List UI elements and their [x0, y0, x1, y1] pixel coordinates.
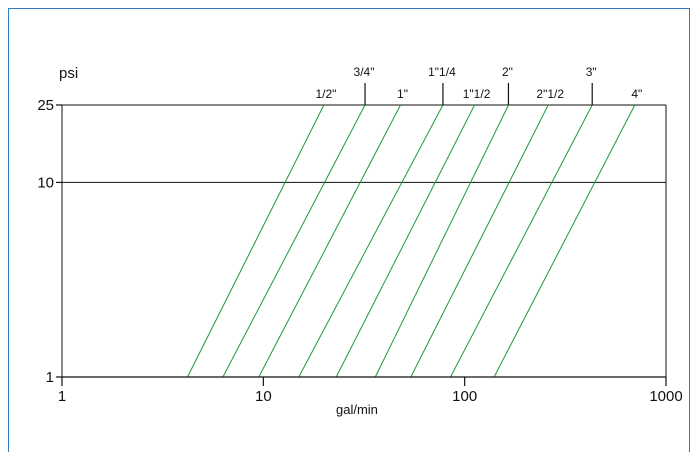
x-tick-label: 100 — [452, 388, 477, 405]
series-line — [374, 104, 509, 378]
grid-lines — [62, 104, 666, 183]
series-line — [335, 104, 476, 378]
series-label: 1"1/2 — [463, 87, 491, 101]
series-label: 1"1/4 — [428, 65, 456, 79]
y-tick-label: 10 — [37, 174, 54, 191]
y-tick-label: 1 — [46, 369, 54, 386]
series-lines — [187, 104, 636, 378]
series-line — [187, 104, 325, 378]
series-label: 2"1/2 — [536, 87, 564, 101]
series-label: 4" — [631, 87, 642, 101]
x-tick-label: 10 — [255, 388, 272, 405]
x-axis-label: gal/min — [336, 402, 378, 417]
series-label: 3" — [586, 65, 597, 79]
series-labels: 1/2" 3/4" 1" 1"1/4 1"1/2 2" 2"1/2 3" 4" — [315, 65, 642, 105]
y-tick-label: 25 — [37, 97, 54, 114]
tick-labels: 1 10 100 1000 1 10 25 — [37, 97, 682, 405]
chart-frame — [8, 8, 690, 452]
series-line — [222, 104, 366, 378]
x-tick-label: 1 — [58, 388, 66, 405]
series-label: 1" — [397, 87, 408, 101]
series-label: 3/4" — [354, 65, 375, 79]
series-label: 2" — [502, 65, 513, 79]
series-label: 1/2" — [315, 87, 336, 101]
y-axis-label: psi — [59, 65, 78, 82]
series-line — [493, 104, 636, 378]
axes — [61, 105, 667, 378]
series-line — [258, 104, 401, 378]
x-tick-label: 1000 — [649, 388, 682, 405]
series-line — [410, 104, 549, 378]
series-line — [450, 104, 593, 378]
series-line — [298, 104, 444, 378]
